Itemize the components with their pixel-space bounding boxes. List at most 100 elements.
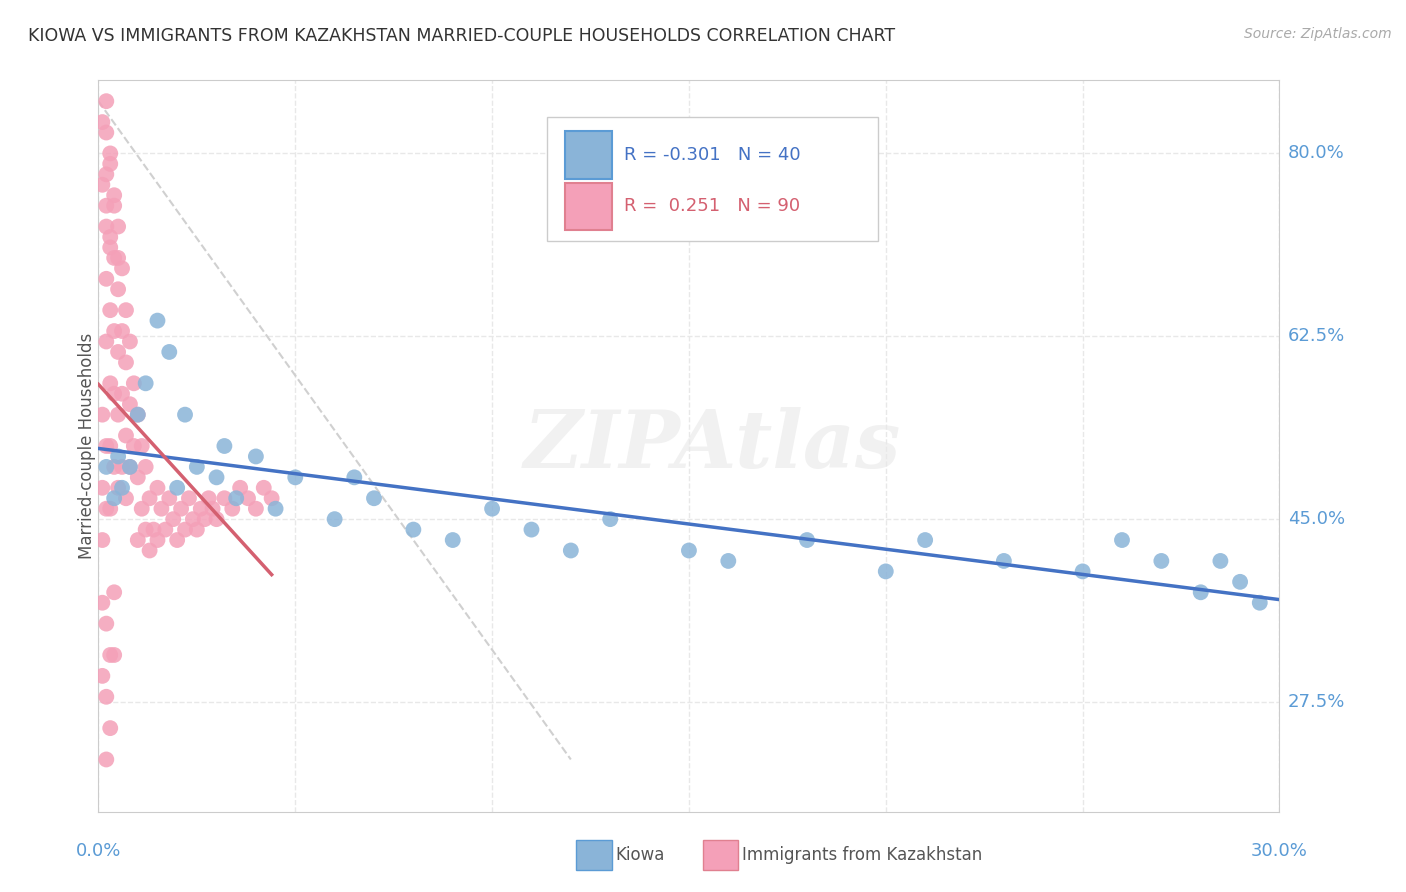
- Point: [96, 199, 118, 213]
- Point: [236, 491, 259, 506]
- Point: [174, 523, 197, 537]
- Point: [135, 376, 157, 391]
- Point: [122, 439, 145, 453]
- Point: [1189, 585, 1212, 599]
- Point: [186, 523, 208, 537]
- Point: [190, 501, 212, 516]
- Point: [197, 491, 219, 506]
- Point: [96, 219, 118, 234]
- Point: [214, 491, 236, 506]
- Point: [103, 324, 125, 338]
- Point: [177, 491, 200, 506]
- Point: [166, 481, 188, 495]
- Point: [245, 450, 267, 464]
- Point: [678, 543, 700, 558]
- Point: [343, 470, 366, 484]
- Text: R =  0.251   N = 90: R = 0.251 N = 90: [624, 197, 800, 215]
- Point: [98, 439, 121, 453]
- Point: [103, 585, 125, 599]
- Point: [127, 470, 149, 484]
- Point: [1249, 596, 1271, 610]
- Point: [96, 501, 118, 516]
- Point: [118, 459, 141, 474]
- Point: [118, 459, 141, 474]
- Text: 30.0%: 30.0%: [1251, 842, 1308, 860]
- Point: [150, 501, 173, 516]
- Text: KIOWA VS IMMIGRANTS FROM KAZAKHSTAN MARRIED-COUPLE HOUSEHOLDS CORRELATION CHART: KIOWA VS IMMIGRANTS FROM KAZAKHSTAN MARR…: [28, 27, 896, 45]
- Point: [107, 251, 129, 265]
- Text: 62.5%: 62.5%: [1288, 327, 1346, 345]
- Point: [91, 178, 114, 192]
- Point: [284, 470, 307, 484]
- Text: 80.0%: 80.0%: [1288, 145, 1344, 162]
- Point: [135, 459, 157, 474]
- Point: [127, 408, 149, 422]
- Point: [107, 345, 129, 359]
- Point: [115, 491, 138, 506]
- Point: [181, 512, 204, 526]
- Point: [98, 157, 121, 171]
- Point: [98, 376, 121, 391]
- Point: [91, 481, 114, 495]
- Point: [91, 533, 114, 547]
- Point: [107, 450, 129, 464]
- Point: [103, 386, 125, 401]
- Point: [91, 669, 114, 683]
- Point: [127, 533, 149, 547]
- Point: [96, 459, 118, 474]
- Point: [107, 282, 129, 296]
- Point: [103, 648, 125, 662]
- Point: [1229, 574, 1251, 589]
- Text: R = -0.301   N = 40: R = -0.301 N = 40: [624, 146, 800, 164]
- Point: [96, 752, 118, 766]
- Point: [914, 533, 936, 547]
- Text: Immigrants from Kazakhstan: Immigrants from Kazakhstan: [742, 846, 983, 863]
- Point: [111, 459, 134, 474]
- Point: [96, 272, 118, 286]
- Point: [118, 334, 141, 349]
- Point: [146, 481, 169, 495]
- Point: [111, 261, 134, 276]
- Point: [1071, 565, 1094, 579]
- Point: [264, 501, 287, 516]
- Point: [96, 616, 118, 631]
- Point: [103, 251, 125, 265]
- Bar: [565, 183, 612, 230]
- Point: [146, 533, 169, 547]
- Text: Kiowa: Kiowa: [616, 846, 665, 863]
- Point: [157, 345, 180, 359]
- Point: [481, 501, 503, 516]
- Point: [201, 501, 224, 516]
- Point: [96, 690, 118, 704]
- Point: [107, 408, 129, 422]
- Point: [205, 512, 228, 526]
- Point: [115, 428, 138, 442]
- Point: [103, 199, 125, 213]
- Point: [103, 459, 125, 474]
- Point: [599, 512, 621, 526]
- Point: [107, 481, 129, 495]
- Point: [253, 481, 276, 495]
- Point: [225, 491, 247, 506]
- Text: ZIPAtlas: ZIPAtlas: [524, 408, 901, 484]
- Point: [135, 523, 157, 537]
- Point: [122, 376, 145, 391]
- Point: [142, 523, 165, 537]
- FancyBboxPatch shape: [547, 117, 877, 241]
- Point: [111, 481, 134, 495]
- Point: [166, 533, 188, 547]
- Point: [91, 596, 114, 610]
- Point: [138, 491, 160, 506]
- Point: [1150, 554, 1173, 568]
- Point: [91, 115, 114, 129]
- Point: [162, 512, 184, 526]
- Point: [402, 523, 425, 537]
- Point: [170, 501, 193, 516]
- Point: [103, 491, 125, 506]
- Point: [98, 303, 121, 318]
- Point: [1209, 554, 1232, 568]
- Point: [260, 491, 283, 506]
- Point: [115, 355, 138, 369]
- Text: 0.0%: 0.0%: [76, 842, 121, 860]
- Point: [98, 146, 121, 161]
